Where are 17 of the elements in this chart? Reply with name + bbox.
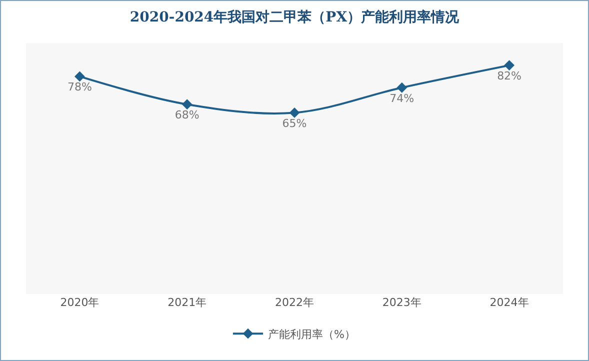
x-tick-label: 2020年 [60,296,100,309]
point [182,99,192,110]
point [396,82,408,93]
point [504,60,514,71]
point [289,108,300,118]
x-tick-label: 2022年 [275,296,314,309]
data-label: 68% [174,108,200,122]
chart-title: 2020-2024年我国对二甲苯（PX）产能利用率情况 [130,8,460,26]
x-tick-label: 2021年 [168,296,207,309]
data-label: 82% [497,70,522,83]
x-tick-label: 2024年 [490,296,529,309]
legend-label: 产能利用率（%） [268,328,356,341]
x-tick-label: 2023年 [382,296,422,309]
data-label: 65% [282,116,307,130]
point [74,71,85,82]
data-label: 78% [67,80,92,94]
data-label: 74% [390,92,414,105]
